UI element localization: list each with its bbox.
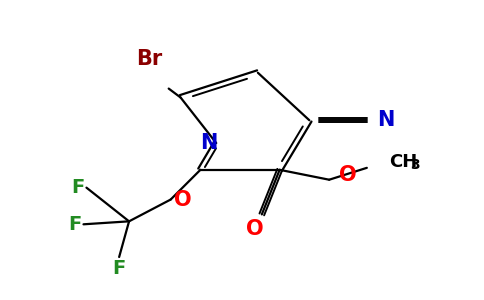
- Text: F: F: [68, 215, 81, 234]
- Text: Br: Br: [136, 49, 162, 69]
- Text: 3: 3: [410, 158, 420, 172]
- Text: CH: CH: [389, 153, 417, 171]
- Text: O: O: [174, 190, 191, 209]
- Text: O: O: [246, 219, 264, 239]
- Text: O: O: [339, 165, 357, 185]
- Text: F: F: [112, 259, 126, 278]
- Text: F: F: [71, 178, 85, 197]
- Text: N: N: [377, 110, 394, 130]
- Text: N: N: [201, 133, 218, 153]
